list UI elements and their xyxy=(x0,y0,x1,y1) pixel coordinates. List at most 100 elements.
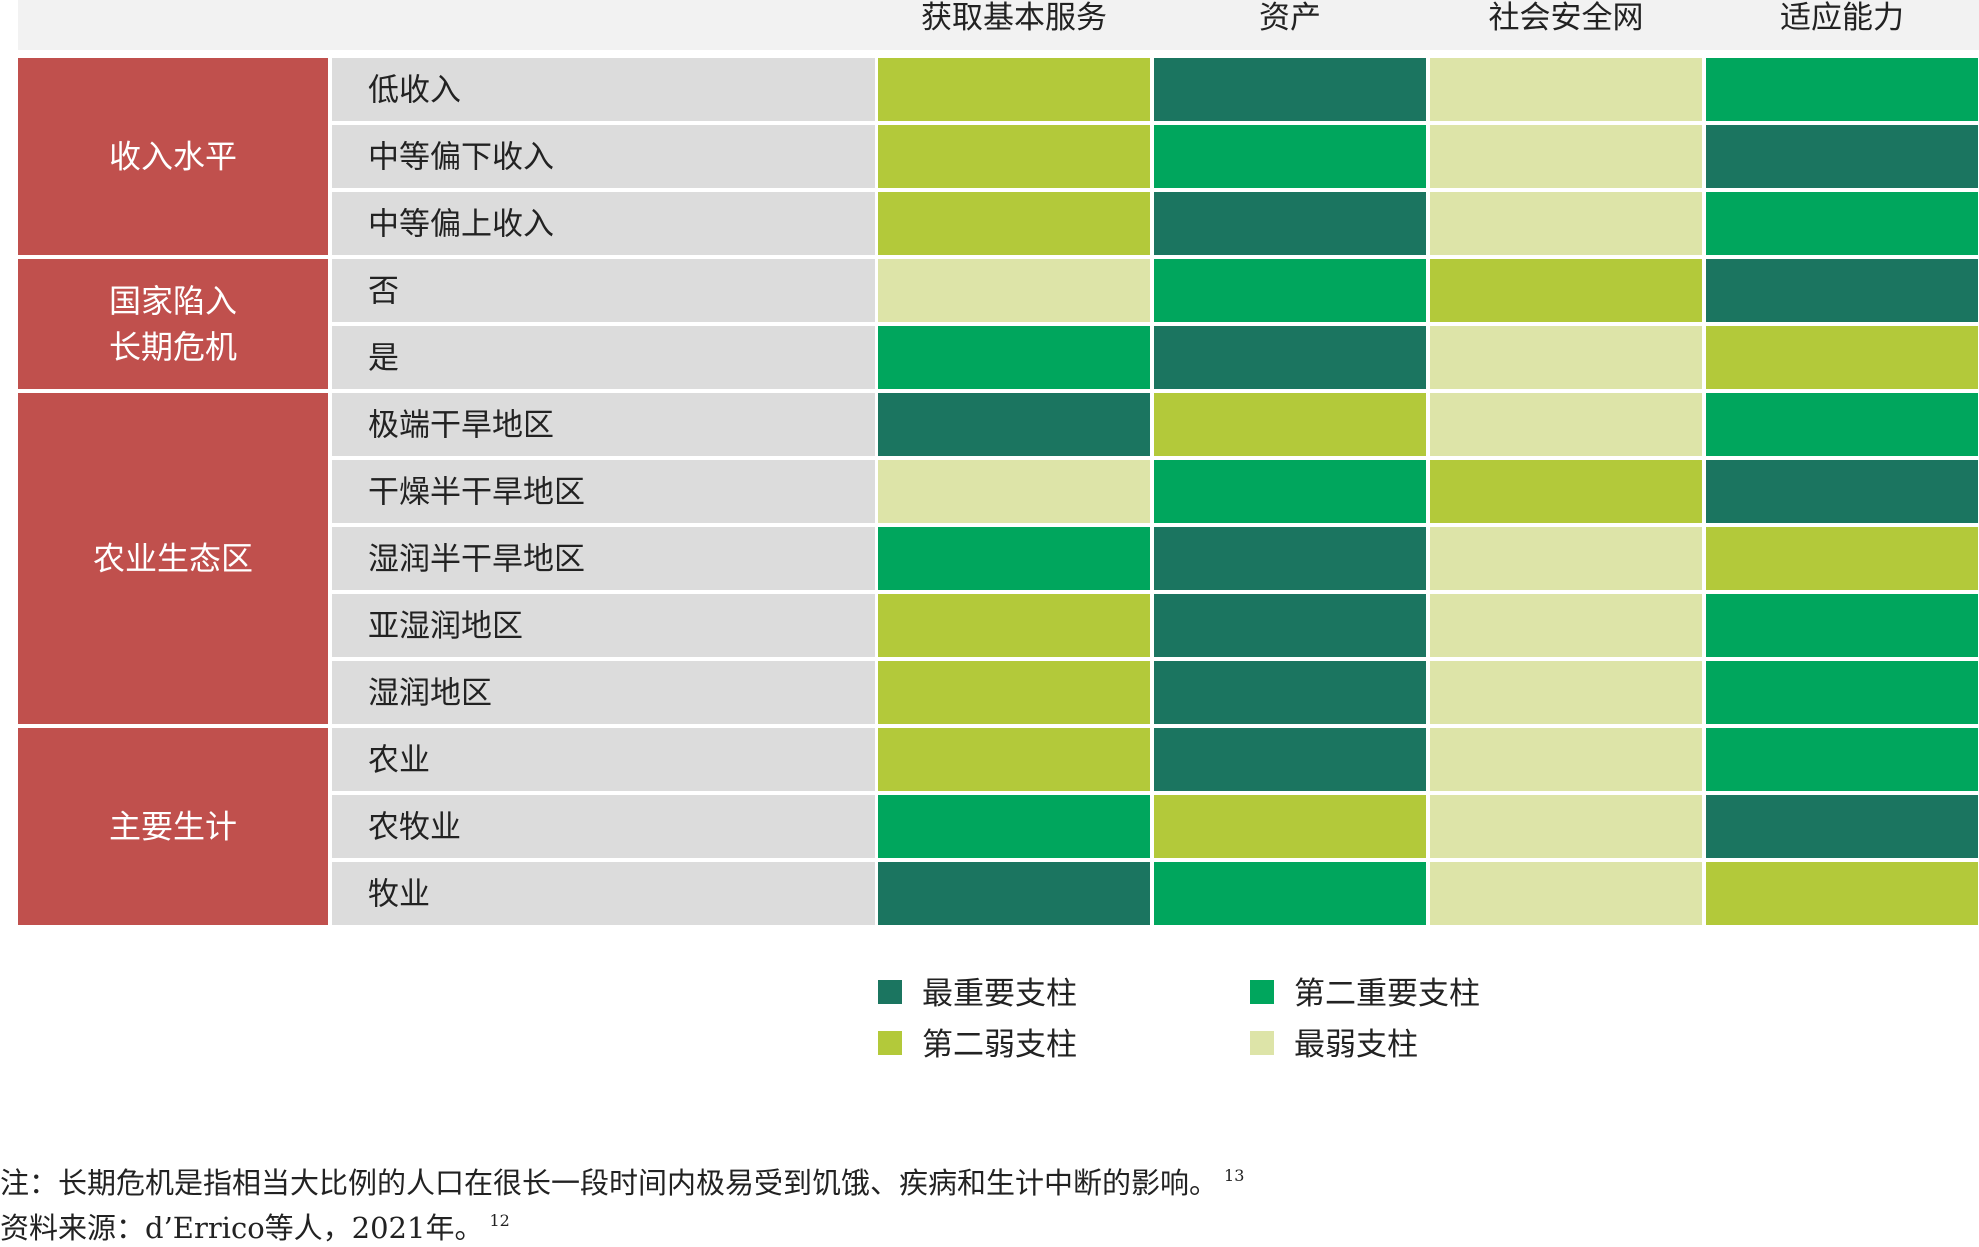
row-label-cell xyxy=(332,192,875,255)
row-label: 低收入 xyxy=(368,73,461,109)
heatmap-cell xyxy=(1430,594,1702,657)
legend-label: 第二重要支柱 xyxy=(1294,976,1480,1012)
row-label: 亚湿润地区 xyxy=(368,609,523,645)
heatmap-cell xyxy=(878,460,1150,523)
footnote-text: 注：长期危机是指相当大比例的人口在很长一段时间内极易受到饥饿、疾病和生计中断的影… xyxy=(0,1166,1219,1200)
heatmap-cell xyxy=(1154,393,1426,456)
heatmap-cell xyxy=(1430,527,1702,590)
heatmap-cell xyxy=(1706,460,1978,523)
source-note: 资料来源：d’Errico等人，2021年。 12 xyxy=(0,1205,510,1247)
heatmap-cell xyxy=(1706,393,1978,456)
group-label: 长期危机 xyxy=(109,328,237,366)
row-label: 农业 xyxy=(368,743,430,779)
legend-swatch xyxy=(1250,1031,1274,1055)
legend-label: 最重要支柱 xyxy=(922,976,1077,1012)
group-label-cell xyxy=(18,393,328,724)
row-label-cell xyxy=(332,326,875,389)
row-label: 牧业 xyxy=(368,877,430,913)
heatmap-cell xyxy=(1706,661,1978,724)
column-header: 社会安全网 xyxy=(1489,0,1644,36)
heatmap-cell xyxy=(878,259,1150,322)
heatmap-cell xyxy=(878,728,1150,791)
heatmap-cell xyxy=(1154,58,1426,121)
heatmap-cell xyxy=(878,527,1150,590)
heatmap-cell xyxy=(1706,527,1978,590)
row-label-cell xyxy=(332,259,875,322)
row-label-cell xyxy=(332,393,875,456)
source-ref: 12 xyxy=(489,1211,510,1230)
legend-swatch xyxy=(1250,980,1274,1004)
heatmap-cell xyxy=(1154,326,1426,389)
heatmap-cell xyxy=(1154,795,1426,858)
group-label-cell xyxy=(18,58,328,255)
group-label-cell xyxy=(18,728,328,925)
row-label: 农牧业 xyxy=(368,810,461,846)
legend-swatch xyxy=(878,980,902,1004)
heatmap-cell xyxy=(1706,326,1978,389)
row-label: 中等偏上收入 xyxy=(368,207,554,243)
column-header: 获取基本服务 xyxy=(921,0,1107,36)
group-label-cell xyxy=(18,259,328,389)
heatmap-cell xyxy=(878,795,1150,858)
heatmap-cell xyxy=(1430,192,1702,255)
header-strip xyxy=(18,0,1979,50)
row-label-cell xyxy=(332,460,875,523)
heatmap-cell xyxy=(878,58,1150,121)
legend-label: 最弱支柱 xyxy=(1294,1027,1418,1063)
row-label-cell xyxy=(332,862,875,925)
row-label-cell xyxy=(332,527,875,590)
column-header: 适应能力 xyxy=(1780,0,1904,36)
heatmap-cell xyxy=(878,862,1150,925)
row-label-cell xyxy=(332,661,875,724)
heatmap-cell xyxy=(1706,795,1978,858)
heatmap-cell xyxy=(1154,192,1426,255)
heatmap-cell xyxy=(1154,594,1426,657)
heatmap-cell xyxy=(1430,58,1702,121)
heatmap-cell xyxy=(1154,125,1426,188)
heatmap-cell xyxy=(878,393,1150,456)
row-label-cell xyxy=(332,728,875,791)
heatmap-cell xyxy=(1706,125,1978,188)
group-label: 主要生计 xyxy=(109,808,237,846)
legend-swatch xyxy=(878,1031,902,1055)
row-label: 湿润地区 xyxy=(368,676,492,712)
heatmap-cell xyxy=(1154,527,1426,590)
heatmap-cell xyxy=(1706,259,1978,322)
heatmap-cell xyxy=(878,661,1150,724)
heatmap-cell xyxy=(1154,661,1426,724)
heatmap-cell xyxy=(1430,125,1702,188)
heatmap-cell xyxy=(1154,862,1426,925)
row-label: 中等偏下收入 xyxy=(368,140,554,176)
column-header: 资产 xyxy=(1259,0,1321,36)
group-label: 农业生态区 xyxy=(93,540,253,578)
heatmap-cell xyxy=(1706,58,1978,121)
legend-label: 第二弱支柱 xyxy=(922,1027,1077,1063)
heatmap-cell xyxy=(1706,192,1978,255)
heatmap-cell xyxy=(878,125,1150,188)
heatmap-cell xyxy=(1430,862,1702,925)
row-label: 湿润半干旱地区 xyxy=(368,542,585,578)
heatmap-cell xyxy=(1706,594,1978,657)
source-text: 资料来源：d’Errico等人，2021年。 xyxy=(0,1211,484,1245)
heatmap-cell xyxy=(1430,460,1702,523)
heatmap-cell xyxy=(1706,862,1978,925)
row-label: 干燥半干旱地区 xyxy=(368,475,585,511)
heatmap-cell xyxy=(1430,728,1702,791)
heatmap-cell xyxy=(1430,326,1702,389)
heatmap-cell xyxy=(1430,393,1702,456)
row-label: 是 xyxy=(368,341,399,377)
heatmap-cell xyxy=(1430,661,1702,724)
row-label-cell xyxy=(332,795,875,858)
row-label-cell xyxy=(332,58,875,121)
heatmap-cell xyxy=(878,594,1150,657)
footnote: 注：长期危机是指相当大比例的人口在很长一段时间内极易受到饥饿、疾病和生计中断的影… xyxy=(0,1160,1244,1202)
group-label: 国家陷入 xyxy=(109,282,237,320)
heatmap-cell xyxy=(1154,728,1426,791)
row-label: 极端干旱地区 xyxy=(368,408,554,444)
heatmap-cell xyxy=(1154,460,1426,523)
row-label-cell xyxy=(332,594,875,657)
heatmap-cell xyxy=(1154,259,1426,322)
heatmap-cell xyxy=(1430,259,1702,322)
heatmap-cell xyxy=(878,192,1150,255)
